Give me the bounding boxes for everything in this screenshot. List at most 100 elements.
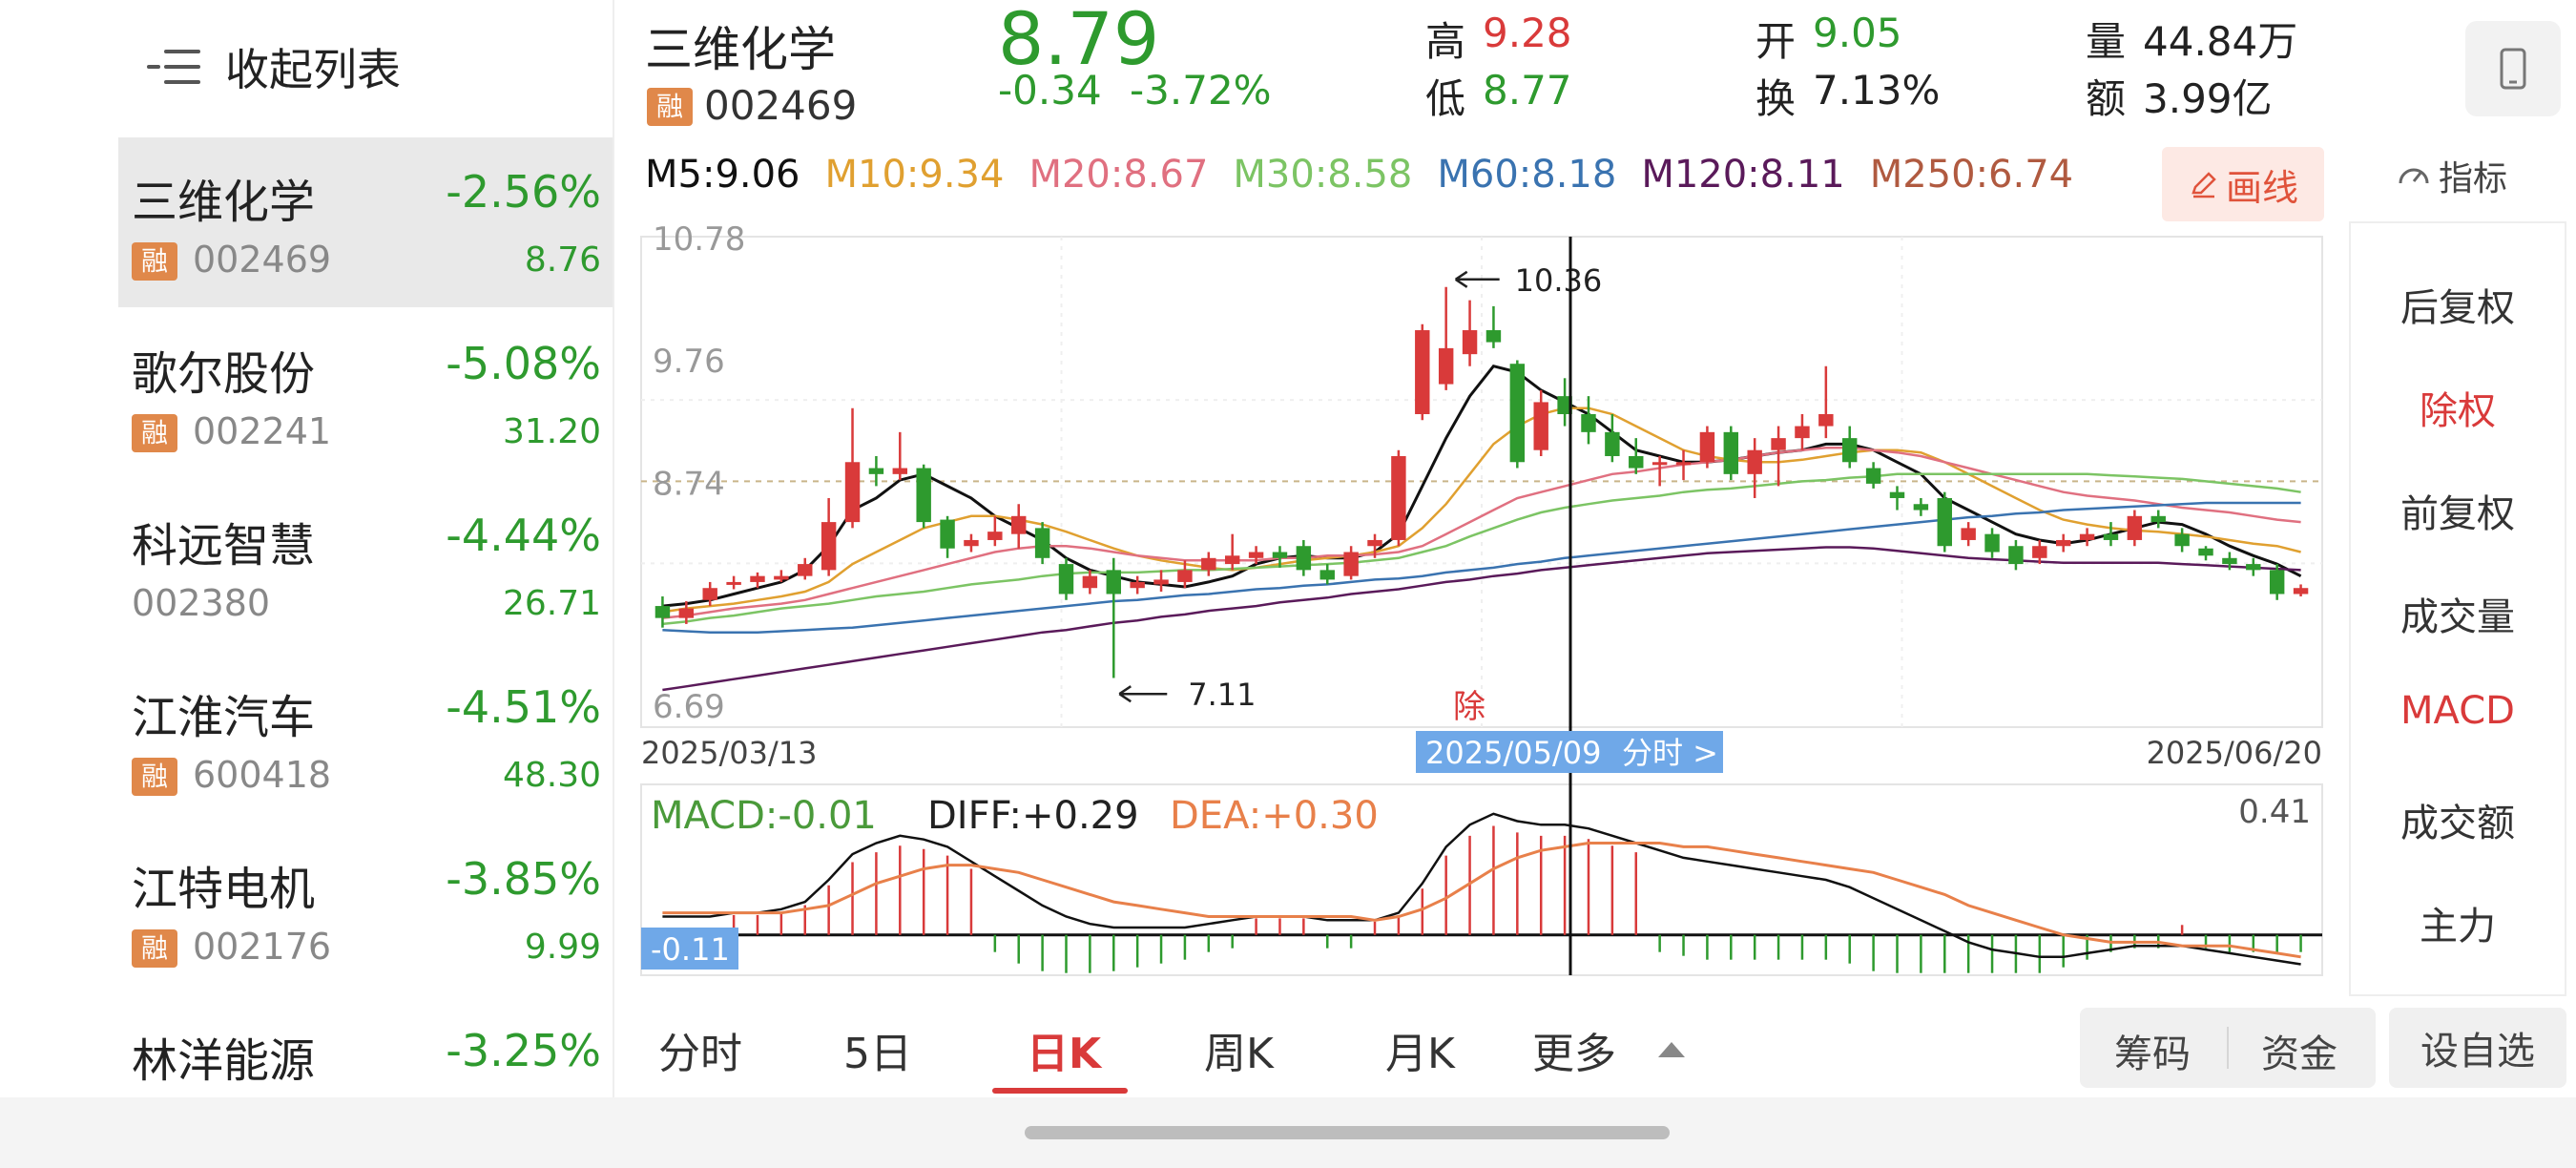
- amount-value: 3.99亿: [2143, 75, 2273, 122]
- open-label: 开: [1755, 18, 1797, 65]
- candle-body: [821, 522, 837, 571]
- cursor-value-label: -0.11: [651, 931, 730, 968]
- price-change: -0.34: [998, 67, 1102, 114]
- candle-body: [774, 575, 789, 580]
- kline-chart[interactable]: 10.78 9.76 8.74 6.69 2025/03/13 2025/06/20 10.…: [0, 0, 2347, 1002]
- stock-list-item[interactable]: 林洋能源 -3.25%: [118, 996, 613, 1097]
- period-tab[interactable]: 日K: [1027, 1030, 1102, 1078]
- stock-item-price: 31.20: [502, 412, 601, 451]
- indicator-option[interactable]: 成交额: [2400, 802, 2515, 845]
- ma-legend-item: M60:8.18: [1437, 153, 1617, 197]
- stock-item-code: 002469: [193, 239, 332, 281]
- candle-body: [726, 581, 741, 585]
- candle-body: [1272, 552, 1288, 558]
- collapse-list-button[interactable]: 收起列表: [147, 32, 401, 101]
- low-label: 低: [1425, 75, 1466, 122]
- volume-label: 量: [2086, 18, 2127, 65]
- candle-body: [2198, 548, 2213, 556]
- macd-diff-line: [662, 812, 2301, 966]
- pencil-icon: [2192, 172, 2216, 198]
- indicator-option[interactable]: MACD: [2400, 689, 2515, 733]
- stock-item-change: -4.44%: [446, 510, 601, 561]
- stock-list-item[interactable]: 科远智慧 -4.44% 002380 26.71: [118, 481, 613, 651]
- candle-body: [2222, 557, 2237, 565]
- candle-body: [2293, 588, 2309, 594]
- macd-panel: MACD:-0.01 DIFF:+0.29 DEA:+0.30 0.41: [640, 783, 2323, 976]
- candle-body: [1011, 515, 1027, 534]
- home-indicator[interactable]: [1025, 1126, 1670, 1139]
- draw-line-label: 画线: [2225, 166, 2298, 209]
- period-tab[interactable]: 周K: [1204, 1030, 1274, 1078]
- indicator-label: 指标: [2439, 159, 2508, 198]
- min-price-annotation: 7.11: [1188, 677, 1256, 713]
- margin-badge: 融: [132, 242, 177, 281]
- indicator-button[interactable]: 指标: [2395, 151, 2507, 200]
- turnover-value: 7.13%: [1813, 67, 1941, 114]
- caret-up-icon[interactable]: [1658, 1042, 1685, 1057]
- low-value: 8.77: [1483, 67, 1572, 114]
- indicator-option[interactable]: 除权: [2420, 389, 2496, 433]
- indicator-option[interactable]: 成交量: [2400, 595, 2515, 639]
- candle-body: [654, 606, 671, 618]
- cursor-date-box: [1416, 731, 1723, 773]
- gauge-icon: [2399, 168, 2429, 184]
- candle-body: [1747, 449, 1762, 474]
- max-price-annotation: 10.36: [1515, 262, 1603, 299]
- candle-body: [2150, 515, 2166, 523]
- price-tick-label: 8.74: [653, 465, 725, 503]
- margin-badge: 融: [647, 88, 693, 126]
- candle-body: [1984, 533, 2000, 553]
- candles: [654, 286, 2309, 678]
- period-tab[interactable]: 分时: [658, 1030, 742, 1078]
- ma-line-m20: [662, 446, 2301, 619]
- ma-legend-item: M250:6.74: [1869, 153, 2074, 197]
- draw-line-button[interactable]: 画线: [2162, 147, 2324, 221]
- ma-legend-item: M5:9.06: [645, 153, 800, 197]
- macd-panel-border: [640, 783, 2323, 976]
- candle-body: [1652, 462, 1668, 466]
- candle-body: [2008, 546, 2024, 565]
- capital-button[interactable]: 资金: [2261, 1032, 2337, 1076]
- indicator-option[interactable]: 主力: [2420, 905, 2496, 949]
- period-tab[interactable]: 月K: [1385, 1030, 1455, 1078]
- chip-divider: [2227, 1027, 2229, 1069]
- indicator-option[interactable]: 后复权: [2400, 286, 2515, 330]
- candle-body: [892, 468, 908, 474]
- price-tick-label: 6.69: [653, 688, 725, 726]
- stock-item-change: -5.08%: [446, 338, 601, 389]
- period-tab[interactable]: 5日: [843, 1030, 912, 1078]
- candle-body: [1462, 330, 1478, 355]
- stock-item-code: 002241: [193, 410, 332, 452]
- stock-list-item[interactable]: 江淮汽车 -4.51% 融 600418 48.30: [118, 653, 613, 823]
- moving-average-legend: M5:9.06 M10:9.34 M20:8.67 M30:8.58 M60:8.18 M…: [645, 153, 2098, 219]
- phone-rotate-icon: [2500, 48, 2526, 90]
- candle-body: [1818, 413, 1834, 427]
- indicator-option[interactable]: 前复权: [2400, 492, 2515, 536]
- stock-list-item[interactable]: 歌尔股份 -5.08% 融 002241 31.20: [118, 309, 613, 479]
- add-watchlist-button[interactable]: 设自选: [2389, 1008, 2566, 1088]
- rotate-screen-button[interactable]: [2465, 21, 2561, 116]
- candle-body: [1795, 426, 1810, 439]
- candle-body: [1130, 581, 1145, 589]
- stock-list-item[interactable]: 三维化学 -2.56% 融 002469 8.76: [118, 137, 613, 307]
- stock-item-price: 48.30: [502, 756, 601, 795]
- candle-body: [1913, 504, 1929, 511]
- volume-value: 44.84万: [2143, 18, 2298, 65]
- quote-header: 三维化学 融 002469 8.79 -0.34 -3.72% 高 9.28 低…: [616, 0, 2576, 139]
- stock-item-name: 江淮汽车: [132, 691, 316, 744]
- chouma-button[interactable]: 筹码: [2114, 1032, 2191, 1076]
- stock-item-name: 歌尔股份: [132, 347, 316, 401]
- ma-lines: [662, 365, 2302, 692]
- candle-body: [1889, 491, 1905, 498]
- ma-line-m10: [662, 407, 2301, 614]
- stock-item-code: 002380: [132, 582, 271, 624]
- candle-body: [1699, 431, 1715, 463]
- period-tab[interactable]: 更多: [1532, 1030, 1616, 1078]
- candle-body: [1224, 555, 1240, 565]
- candle-body: [1723, 431, 1739, 474]
- candle-body: [1485, 330, 1502, 343]
- min-arrow-head: [1118, 685, 1132, 703]
- candle-body: [1771, 438, 1786, 450]
- stock-list-item[interactable]: 江特电机 -3.85% 融 002176 9.99: [118, 824, 613, 994]
